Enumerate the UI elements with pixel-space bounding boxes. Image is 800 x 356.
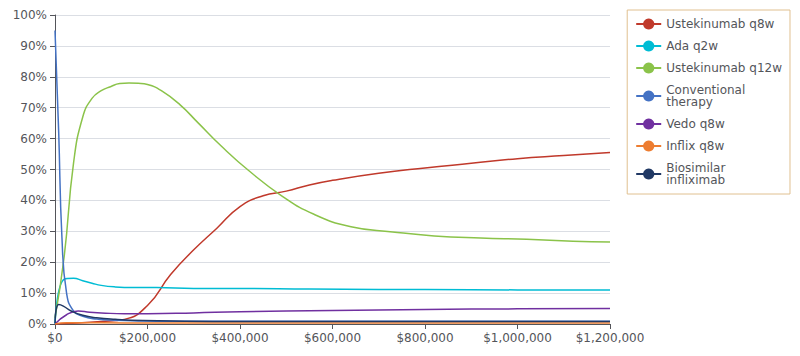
svg-text:$600,000: $600,000 [304,331,361,345]
svg-text:60%: 60% [20,132,47,146]
svg-text:Biosimilar: Biosimilar [666,161,726,175]
svg-text:Conventional: Conventional [666,83,746,97]
svg-text:80%: 80% [20,70,47,84]
svg-text:Vedo q8w: Vedo q8w [666,117,725,131]
svg-text:$400,000: $400,000 [211,331,268,345]
svg-text:Ustekinumab q12w: Ustekinumab q12w [666,61,782,75]
svg-text:Inflix q8w: Inflix q8w [666,139,724,153]
svg-text:$1,000,000: $1,000,000 [483,331,552,345]
svg-text:0%: 0% [28,317,47,331]
svg-text:100%: 100% [13,8,47,22]
svg-text:30%: 30% [20,224,47,238]
svg-text:Ada q2w: Ada q2w [666,39,718,53]
svg-text:20%: 20% [20,255,47,269]
svg-text:$0: $0 [47,331,62,345]
svg-text:70%: 70% [20,101,47,115]
svg-text:40%: 40% [20,193,47,207]
svg-text:infliximab: infliximab [666,173,725,187]
svg-text:$1,200,000: $1,200,000 [576,331,645,345]
svg-text:$200,000: $200,000 [119,331,176,345]
svg-text:10%: 10% [20,286,47,300]
svg-text:$800,000: $800,000 [396,331,453,345]
svg-text:therapy: therapy [666,95,713,109]
svg-text:50%: 50% [20,163,47,177]
svg-text:Ustekinumab q8w: Ustekinumab q8w [666,17,774,31]
svg-text:90%: 90% [20,39,47,53]
